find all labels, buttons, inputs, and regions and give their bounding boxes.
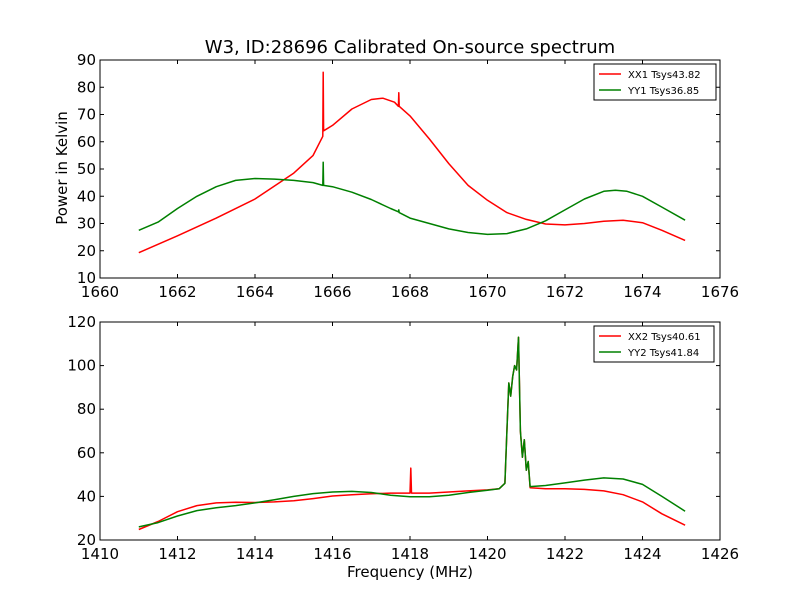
legend-label: YY2 Tsys41.84 xyxy=(627,348,699,359)
x-axis-label: Frequency (MHz) xyxy=(347,563,473,581)
legend: XX2 Tsys40.61 YY2 Tsys41.84 xyxy=(593,325,715,363)
x-tick-label: 1666 xyxy=(313,283,351,301)
y-tick-label: 60 xyxy=(77,444,96,462)
legend-box xyxy=(593,325,715,363)
y-tick-label: 90 xyxy=(77,51,96,69)
series-line-1-2 xyxy=(138,161,686,236)
x-tick-label: 1422 xyxy=(546,545,584,563)
x-tick-label: 1426 xyxy=(701,545,739,563)
x-tick-label: 1662 xyxy=(158,283,196,301)
y-tick-label: 80 xyxy=(77,78,96,96)
x-tick-label: 1418 xyxy=(391,545,429,563)
x-tick-label: 1670 xyxy=(468,283,506,301)
series-line-2-2 xyxy=(138,336,686,528)
y-tick-label: 70 xyxy=(77,106,96,124)
x-tick-label: 1412 xyxy=(158,545,196,563)
x-tick-label: 1674 xyxy=(623,283,661,301)
y-tick-label: 40 xyxy=(77,187,96,205)
y-tick-label: 30 xyxy=(77,215,96,233)
legend-label: YY1 Tsys36.85 xyxy=(627,86,699,97)
x-tick-label: 1676 xyxy=(701,283,739,301)
figure-title: W3, ID:28696 Calibrated On-source spectr… xyxy=(205,37,615,58)
y-tick-label: 120 xyxy=(67,313,96,331)
x-tick-label: 1420 xyxy=(468,545,506,563)
series-line-1-1 xyxy=(138,71,686,254)
x-tick-label: 1664 xyxy=(236,283,274,301)
legend-box xyxy=(593,63,717,101)
x-tick-label: 1410 xyxy=(81,545,119,563)
y-tick-label: 40 xyxy=(77,487,96,505)
top-spectrum-panel: 1660 1662 1664 1666 1668 1670 1672 1674 1676 10 20… xyxy=(77,51,739,301)
y-axis-label: Power in Kelvin xyxy=(53,111,71,225)
legend-label: XX1 Tsys43.82 xyxy=(628,70,701,81)
legend-label: XX2 Tsys40.61 xyxy=(628,332,701,343)
x-tick-label: 1416 xyxy=(313,545,351,563)
y-tick-label: 10 xyxy=(77,269,96,287)
y-tick-label: 80 xyxy=(77,400,96,418)
x-tick-label: 1414 xyxy=(236,545,274,563)
y-tick-label: 60 xyxy=(77,133,96,151)
bottom-spectrum-panel: 1410 1412 1414 1416 1418 1420 1422 1424 1426 20 40… xyxy=(67,313,739,563)
y-tick-label: 20 xyxy=(77,531,96,549)
x-tick-label: 1672 xyxy=(546,283,584,301)
y-tick-label: 100 xyxy=(67,357,96,375)
x-tick-label: 1668 xyxy=(391,283,429,301)
legend: XX1 Tsys43.82 YY1 Tsys36.85 xyxy=(593,63,717,101)
y-tick-label: 50 xyxy=(77,160,96,178)
x-tick-label: 1660 xyxy=(81,283,119,301)
y-tick-label: 20 xyxy=(77,242,96,260)
x-tick-label: 1424 xyxy=(623,545,661,563)
